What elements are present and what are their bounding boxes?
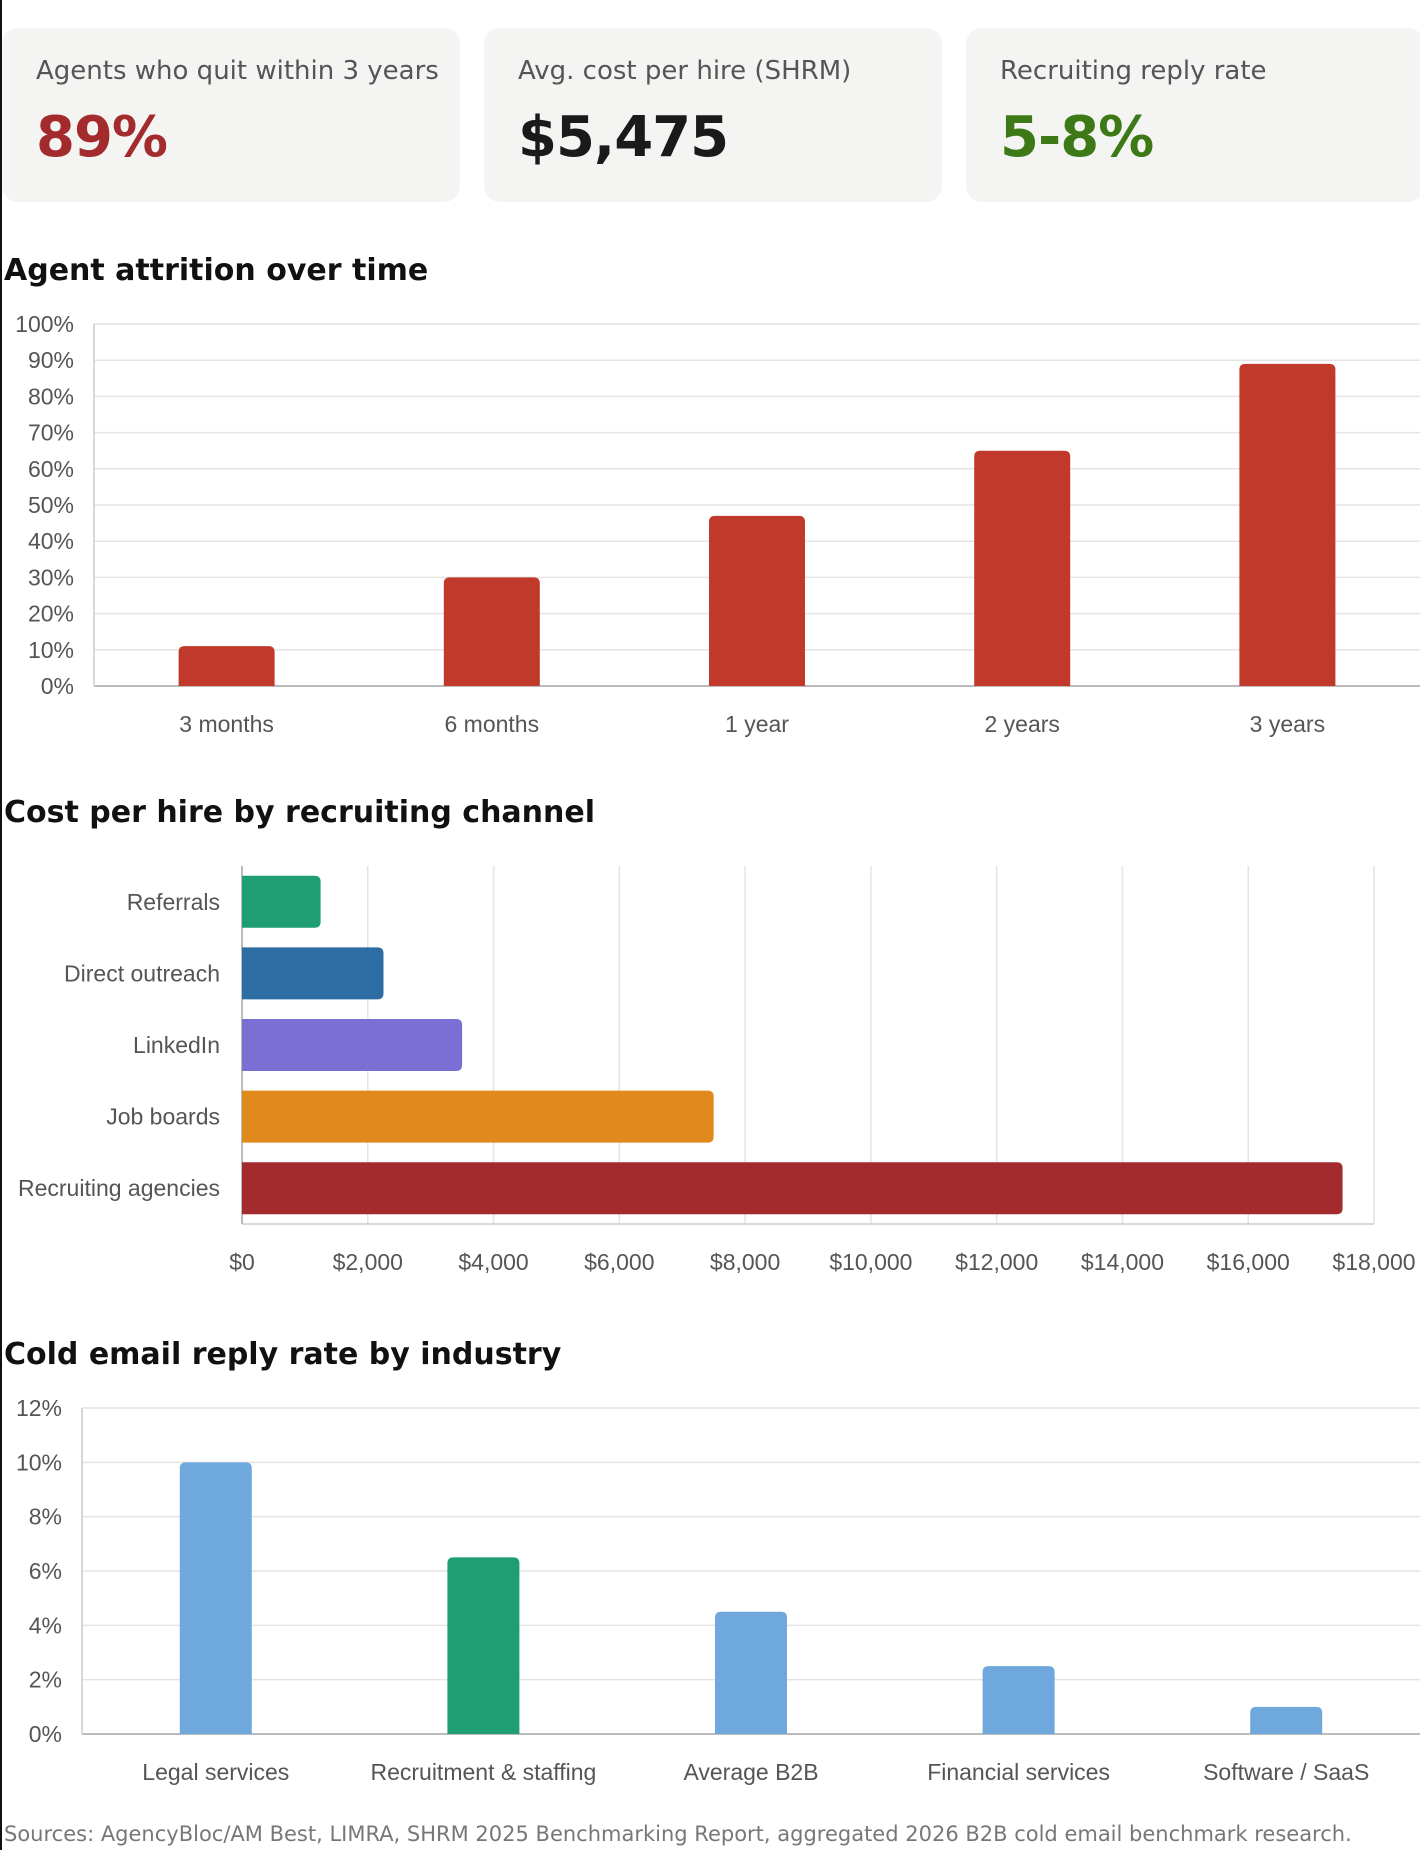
stat-value: 5-8% [1000, 105, 1154, 170]
x-tick-label: $18,000 [1332, 1249, 1415, 1275]
x-tick-label: $4,000 [458, 1249, 528, 1275]
bar [443, 577, 540, 686]
y-tick-label: 10% [28, 637, 74, 663]
bar [447, 1557, 520, 1734]
bar [1250, 1706, 1323, 1734]
bar [982, 1666, 1055, 1734]
x-tick-label: $14,000 [1081, 1249, 1164, 1275]
y-tick-label: Referrals [127, 889, 220, 915]
bar [242, 1162, 1343, 1215]
bar [242, 947, 384, 1000]
x-tick-label: $8,000 [710, 1249, 780, 1275]
cost-per-hire-chart: $0 $2,000 $4,000 $6,000 $8,000 $10,000 $12,000… [18, 866, 1416, 1275]
stat-card-reply-rate: Recruiting reply rate 5-8% [966, 28, 1420, 202]
bar [178, 646, 275, 686]
x-tick-label: 6 months [444, 711, 539, 737]
stat-cards: Agents who quit within 3 years 89% Avg. … [2, 28, 1420, 202]
y-tick-label: 12% [16, 1395, 62, 1421]
stat-label: Avg. cost per hire (SHRM) [518, 56, 852, 86]
stat-card-attrition: Agents who quit within 3 years 89% [2, 28, 460, 202]
x-tick-label: Legal services [142, 1759, 289, 1785]
sources-note: Sources: AgencyBloc/AM Best, LIMRA, SHRM… [4, 1822, 1352, 1846]
stat-value: $5,475 [518, 105, 729, 170]
x-tick-label: 3 months [179, 711, 274, 737]
y-tick-label: 20% [28, 601, 74, 627]
bar [715, 1611, 787, 1734]
y-tick-label: 0% [41, 673, 74, 699]
x-tick-label: $2,000 [333, 1249, 403, 1275]
y-tick-label: 70% [28, 420, 74, 446]
y-tick-label: 60% [28, 456, 74, 482]
x-tick-label: $10,000 [829, 1249, 912, 1275]
y-tick-label: Direct outreach [64, 960, 220, 986]
y-tick-label: Job boards [106, 1104, 220, 1130]
x-tick-label: 1 year [725, 711, 789, 737]
chart-title-reply-rate: Cold email reply rate by industry [4, 1337, 562, 1372]
bar [242, 1019, 463, 1071]
attrition-chart: 0% 10% 20% 30% 40% 50% 60% 70% 80% 90% 100% 3 month… [15, 311, 1420, 737]
x-tick-label: $12,000 [955, 1249, 1038, 1275]
x-tick-label: Software / SaaS [1203, 1759, 1369, 1785]
bar [242, 1090, 714, 1143]
x-tick-label: 2 years [984, 711, 1059, 737]
y-tick-label: 8% [29, 1504, 62, 1530]
x-tick-label: $6,000 [584, 1249, 654, 1275]
y-tick-label: 6% [29, 1558, 62, 1584]
bar [974, 450, 1071, 686]
x-tick-label: $16,000 [1207, 1249, 1290, 1275]
y-tick-label: 30% [28, 564, 74, 590]
stat-label: Agents who quit within 3 years [36, 56, 439, 86]
stat-card-cost-per-hire: Avg. cost per hire (SHRM) $5,475 [484, 28, 942, 202]
y-tick-label: 90% [28, 347, 74, 373]
x-tick-label: 3 years [1250, 711, 1325, 737]
y-tick-label: 10% [16, 1449, 62, 1475]
bar [179, 1462, 252, 1734]
y-tick-label: 40% [28, 528, 74, 554]
y-tick-label: 4% [29, 1612, 62, 1638]
bar [709, 515, 805, 686]
x-tick-label: Financial services [927, 1759, 1110, 1785]
y-tick-label: 80% [28, 383, 74, 409]
chart-title-cost-per-hire: Cost per hire by recruiting channel [4, 795, 596, 830]
reply-rate-chart: 0% 2% 4% 6% 8% 10% 12% Legal services Recruitmen… [16, 1395, 1420, 1785]
y-tick-label: 50% [28, 492, 74, 518]
stat-value: 89% [36, 105, 168, 170]
bar [1239, 363, 1336, 686]
x-tick-label: $0 [229, 1249, 255, 1275]
y-tick-label: 2% [29, 1667, 62, 1693]
bar [242, 875, 321, 928]
y-tick-label: 0% [29, 1721, 62, 1747]
y-tick-label: 100% [15, 311, 74, 337]
x-tick-label: Recruitment & staffing [370, 1759, 596, 1785]
stat-label: Recruiting reply rate [1000, 56, 1267, 86]
x-tick-label: Average B2B [683, 1759, 818, 1785]
chart-title-attrition: Agent attrition over time [4, 253, 429, 288]
y-tick-label: Recruiting agencies [18, 1175, 220, 1201]
y-tick-label: LinkedIn [133, 1032, 220, 1058]
